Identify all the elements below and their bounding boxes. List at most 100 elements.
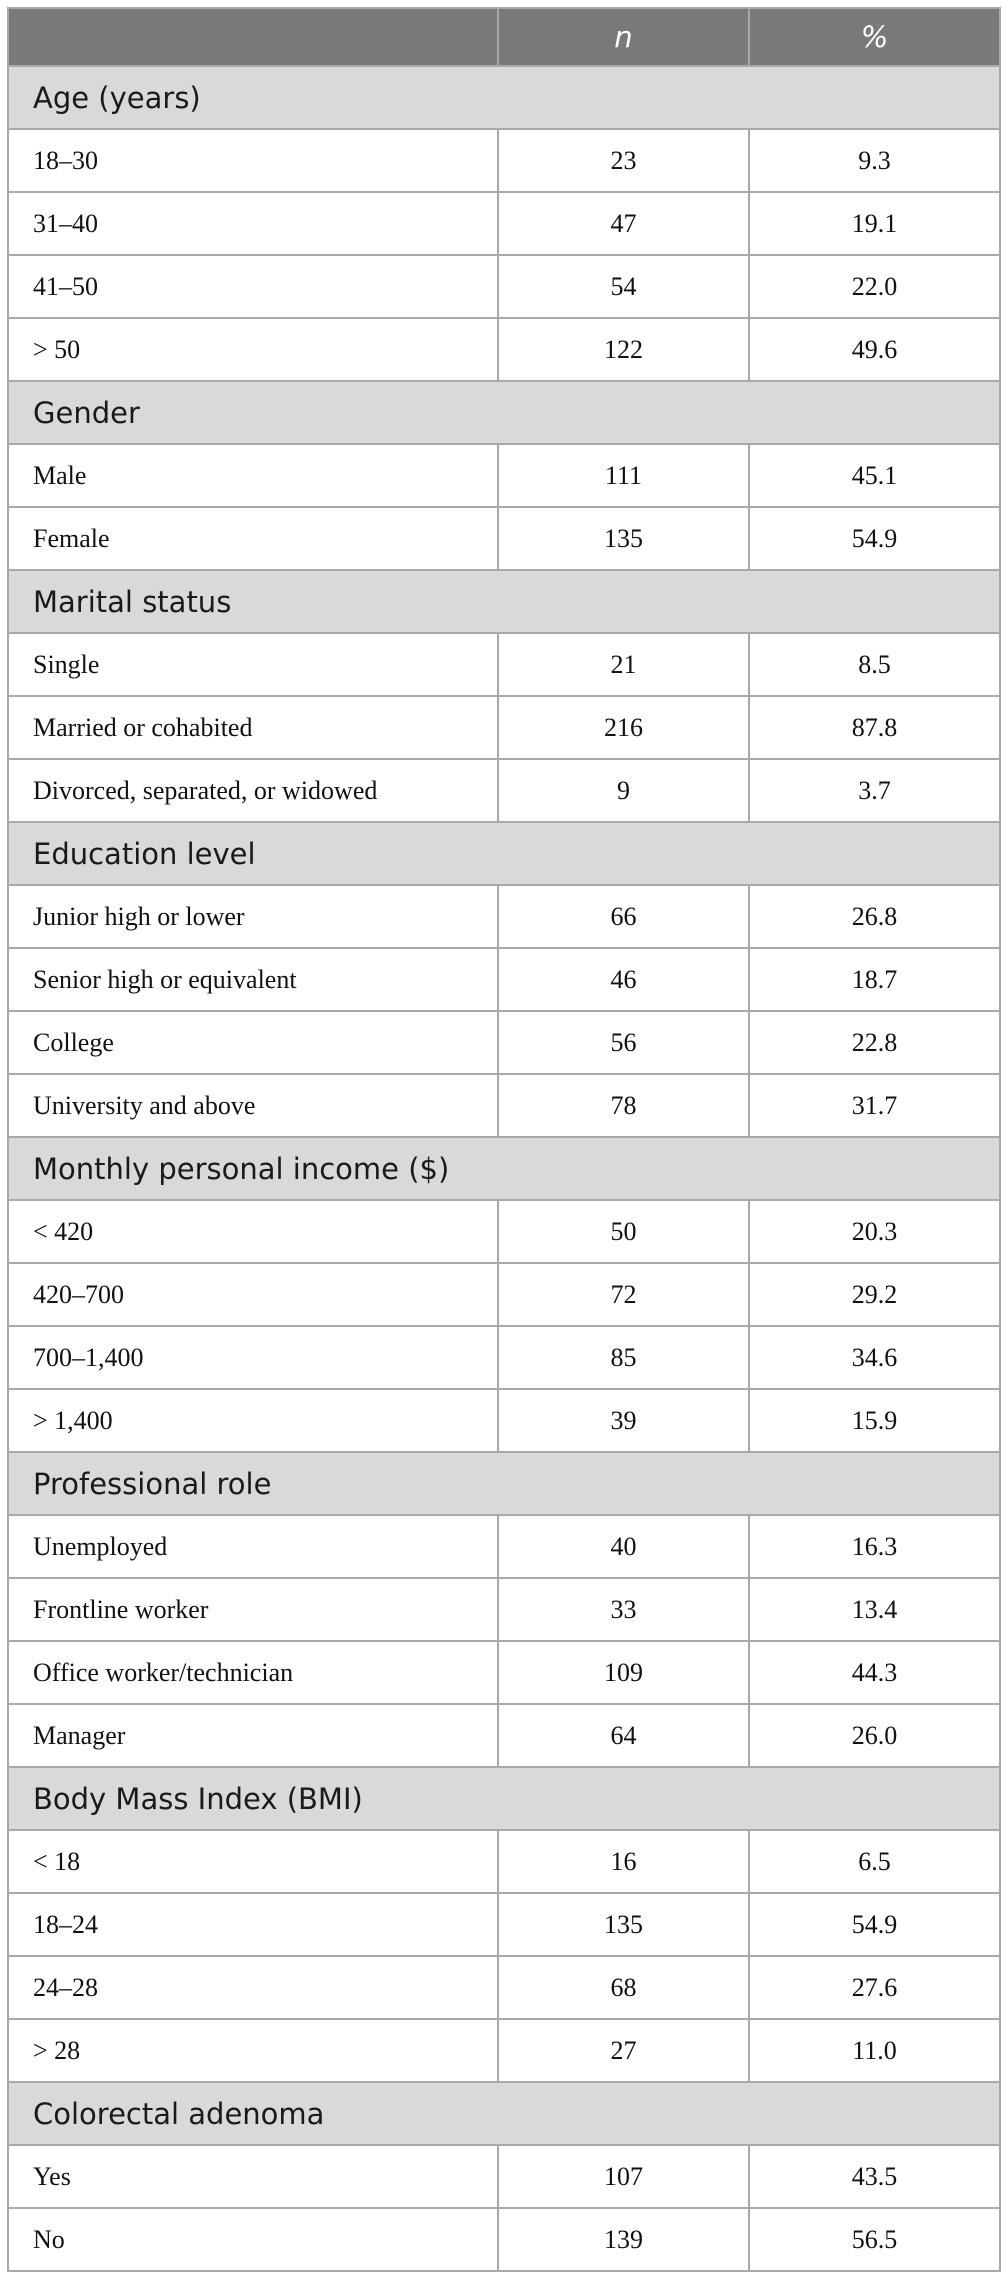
section-header-row: Professional role	[7, 1451, 1001, 1516]
row-n-cell: 139	[497, 2207, 750, 2272]
table-row: Single 21 8.5	[7, 632, 1001, 697]
table-body: Age (years) 18–30 23 9.3 31–40 47 19.1 41–50 54 2…	[7, 65, 1001, 2272]
row-n-cell: 111	[497, 443, 750, 508]
row-n-cell: 40	[497, 1514, 750, 1579]
table-row: Office worker/technician 109 44.3	[7, 1640, 1001, 1705]
row-n-cell: 21	[497, 632, 750, 697]
row-label-cell: 24–28	[7, 1955, 499, 2020]
section-header-row: Monthly personal income ($)	[7, 1136, 1001, 1201]
section-title: Monthly personal income ($)	[7, 1136, 1001, 1201]
row-n-cell: 9	[497, 758, 750, 823]
table-row: Male 111 45.1	[7, 443, 1001, 508]
row-percent-cell: 20.3	[748, 1199, 1001, 1264]
row-percent-cell: 44.3	[748, 1640, 1001, 1705]
section-header-row: Marital status	[7, 569, 1001, 634]
row-label-cell: No	[7, 2207, 499, 2272]
row-n-cell: 122	[497, 317, 750, 382]
section-title: Age (years)	[7, 65, 1001, 130]
row-label-cell: < 420	[7, 1199, 499, 1264]
row-percent-cell: 15.9	[748, 1388, 1001, 1453]
table-row: Frontline worker 33 13.4	[7, 1577, 1001, 1642]
row-percent-cell: 3.7	[748, 758, 1001, 823]
row-label-cell: < 18	[7, 1829, 499, 1894]
row-label-cell: > 1,400	[7, 1388, 499, 1453]
row-percent-cell: 87.8	[748, 695, 1001, 760]
table-row: Junior high or lower 66 26.8	[7, 884, 1001, 949]
row-label-cell: 41–50	[7, 254, 499, 319]
section-header-row: Colorectal adenoma	[7, 2081, 1001, 2146]
section-title: Marital status	[7, 569, 1001, 634]
table-row: Divorced, separated, or widowed 9 3.7	[7, 758, 1001, 823]
row-n-cell: 66	[497, 884, 750, 949]
row-percent-cell: 9.3	[748, 128, 1001, 193]
table-row: Manager 64 26.0	[7, 1703, 1001, 1768]
row-label-cell: Male	[7, 443, 499, 508]
row-label-cell: Unemployed	[7, 1514, 499, 1579]
row-percent-cell: 11.0	[748, 2018, 1001, 2083]
table-row: > 28 27 11.0	[7, 2018, 1001, 2083]
row-label-cell: 420–700	[7, 1262, 499, 1327]
row-label-cell: Female	[7, 506, 499, 571]
row-n-cell: 107	[497, 2144, 750, 2209]
table-row: 24–28 68 27.6	[7, 1955, 1001, 2020]
row-label-cell: Yes	[7, 2144, 499, 2209]
demographics-table: n % Age (years) 18–30 23 9.3 31–40 47 19.1 41–5…	[7, 7, 1001, 2272]
row-n-cell: 46	[497, 947, 750, 1012]
row-percent-cell: 6.5	[748, 1829, 1001, 1894]
section-header-row: Education level	[7, 821, 1001, 886]
row-label-cell: 18–24	[7, 1892, 499, 1957]
row-label-cell: > 28	[7, 2018, 499, 2083]
row-percent-cell: 54.9	[748, 506, 1001, 571]
row-n-cell: 64	[497, 1703, 750, 1768]
table-row: 18–24 135 54.9	[7, 1892, 1001, 1957]
row-percent-cell: 19.1	[748, 191, 1001, 256]
row-label-cell: > 50	[7, 317, 499, 382]
row-n-cell: 135	[497, 1892, 750, 1957]
row-percent-cell: 34.6	[748, 1325, 1001, 1390]
row-label-cell: 18–30	[7, 128, 499, 193]
row-label-cell: Senior high or equivalent	[7, 947, 499, 1012]
header-label-cell	[7, 7, 499, 67]
section-title: Professional role	[7, 1451, 1001, 1516]
table-row: Senior high or equivalent 46 18.7	[7, 947, 1001, 1012]
row-n-cell: 50	[497, 1199, 750, 1264]
row-n-cell: 68	[497, 1955, 750, 2020]
table-row: Female 135 54.9	[7, 506, 1001, 571]
table-header: n %	[7, 7, 1001, 67]
row-n-cell: 109	[497, 1640, 750, 1705]
table-row: Yes 107 43.5	[7, 2144, 1001, 2209]
row-label-cell: Single	[7, 632, 499, 697]
row-percent-cell: 45.1	[748, 443, 1001, 508]
row-n-cell: 56	[497, 1010, 750, 1075]
section-title: Colorectal adenoma	[7, 2081, 1001, 2146]
row-label-cell: University and above	[7, 1073, 499, 1138]
row-label-cell: College	[7, 1010, 499, 1075]
header-percent-cell: %	[748, 7, 1001, 67]
row-n-cell: 16	[497, 1829, 750, 1894]
section-header-row: Gender	[7, 380, 1001, 445]
header-n-cell: n	[497, 7, 750, 67]
row-label-cell: 700–1,400	[7, 1325, 499, 1390]
table-row: 31–40 47 19.1	[7, 191, 1001, 256]
demographics-table-container: n % Age (years) 18–30 23 9.3 31–40 47 19.1 41–5…	[7, 7, 1001, 2272]
table-row: 41–50 54 22.0	[7, 254, 1001, 319]
row-n-cell: 135	[497, 506, 750, 571]
section-header-row: Body Mass Index (BMI)	[7, 1766, 1001, 1831]
row-percent-cell: 56.5	[748, 2207, 1001, 2272]
table-row: University and above 78 31.7	[7, 1073, 1001, 1138]
row-n-cell: 33	[497, 1577, 750, 1642]
header-row: n %	[7, 7, 1001, 67]
row-label-cell: 31–40	[7, 191, 499, 256]
table-row: No 139 56.5	[7, 2207, 1001, 2272]
row-label-cell: Junior high or lower	[7, 884, 499, 949]
section-title: Body Mass Index (BMI)	[7, 1766, 1001, 1831]
table-row: 420–700 72 29.2	[7, 1262, 1001, 1327]
row-label-cell: Frontline worker	[7, 1577, 499, 1642]
row-n-cell: 47	[497, 191, 750, 256]
table-row: 18–30 23 9.3	[7, 128, 1001, 193]
table-row: < 18 16 6.5	[7, 1829, 1001, 1894]
row-percent-cell: 27.6	[748, 1955, 1001, 2020]
row-percent-cell: 26.0	[748, 1703, 1001, 1768]
table-row: > 1,400 39 15.9	[7, 1388, 1001, 1453]
row-percent-cell: 18.7	[748, 947, 1001, 1012]
